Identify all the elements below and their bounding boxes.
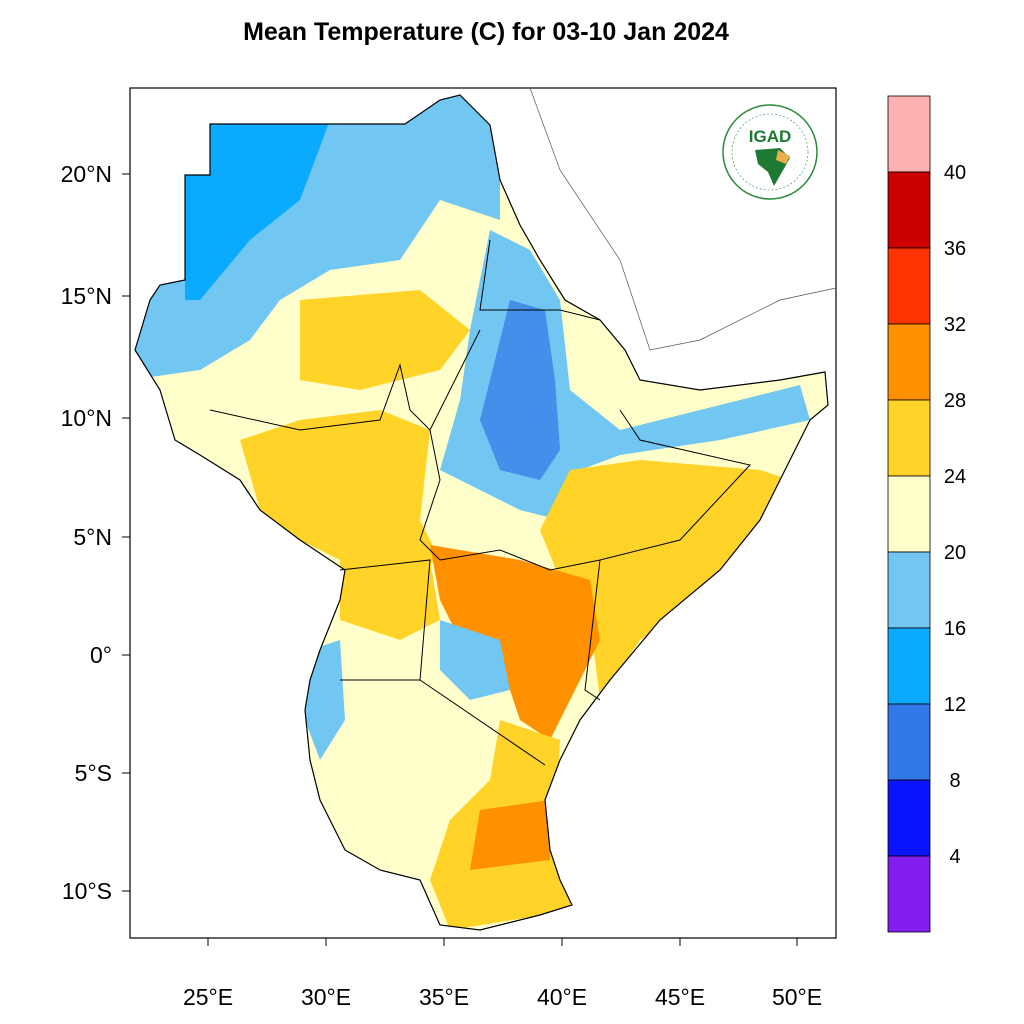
y-tick-label: 20°N [61,161,112,187]
colorbar-label: 40 [944,162,966,184]
x-tick-label: 45°E [655,984,705,1010]
colorbar-box [887,171,931,249]
colorbar-box [887,475,931,553]
colorbar-box [887,247,931,325]
colorbar-label: 28 [944,390,966,412]
x-tick-label: 35°E [419,984,469,1010]
colorbar-box [887,399,931,477]
colorbar-box [887,95,931,173]
colorbar [887,95,931,933]
y-tick-label: 10°S [62,878,112,904]
colorbar-box [887,551,931,629]
country-borders [209,239,751,766]
map-title: Mean Temperature (C) for 03-10 Jan 2024 [243,18,729,46]
colorbar-label: 36 [944,238,966,260]
y-tick-label: 10°N [61,405,112,431]
colorbar-box [887,627,931,705]
colorbar-label: 12 [944,694,966,716]
colorbar-label: 20 [944,542,966,564]
y-axis [122,173,130,892]
x-tick-label: 25°E [183,984,233,1010]
y-tick-label: 0° [90,642,112,668]
colorbar-box [887,855,931,933]
colorbar-label: 8 [949,770,960,792]
x-tick-label: 40°E [537,984,587,1010]
x-axis [207,938,798,946]
colorbar-box [887,323,931,401]
coastline-arabia [529,87,837,351]
colorbar-box [887,779,931,857]
y-tick-label: 5°S [75,760,112,786]
svg-text:IGAD: IGAD [749,127,792,146]
colorbar-label: 4 [949,846,960,868]
igad-logo: IGAD [718,102,822,202]
colorbar-label: 32 [944,314,966,336]
x-tick-label: 30°E [301,984,351,1010]
y-tick-label: 5°N [73,524,112,550]
colorbar-box [887,703,931,781]
x-tick-label: 50°E [772,984,822,1010]
y-tick-label: 15°N [61,283,112,309]
colorbar-label: 24 [944,466,966,488]
colorbar-label: 16 [944,618,966,640]
